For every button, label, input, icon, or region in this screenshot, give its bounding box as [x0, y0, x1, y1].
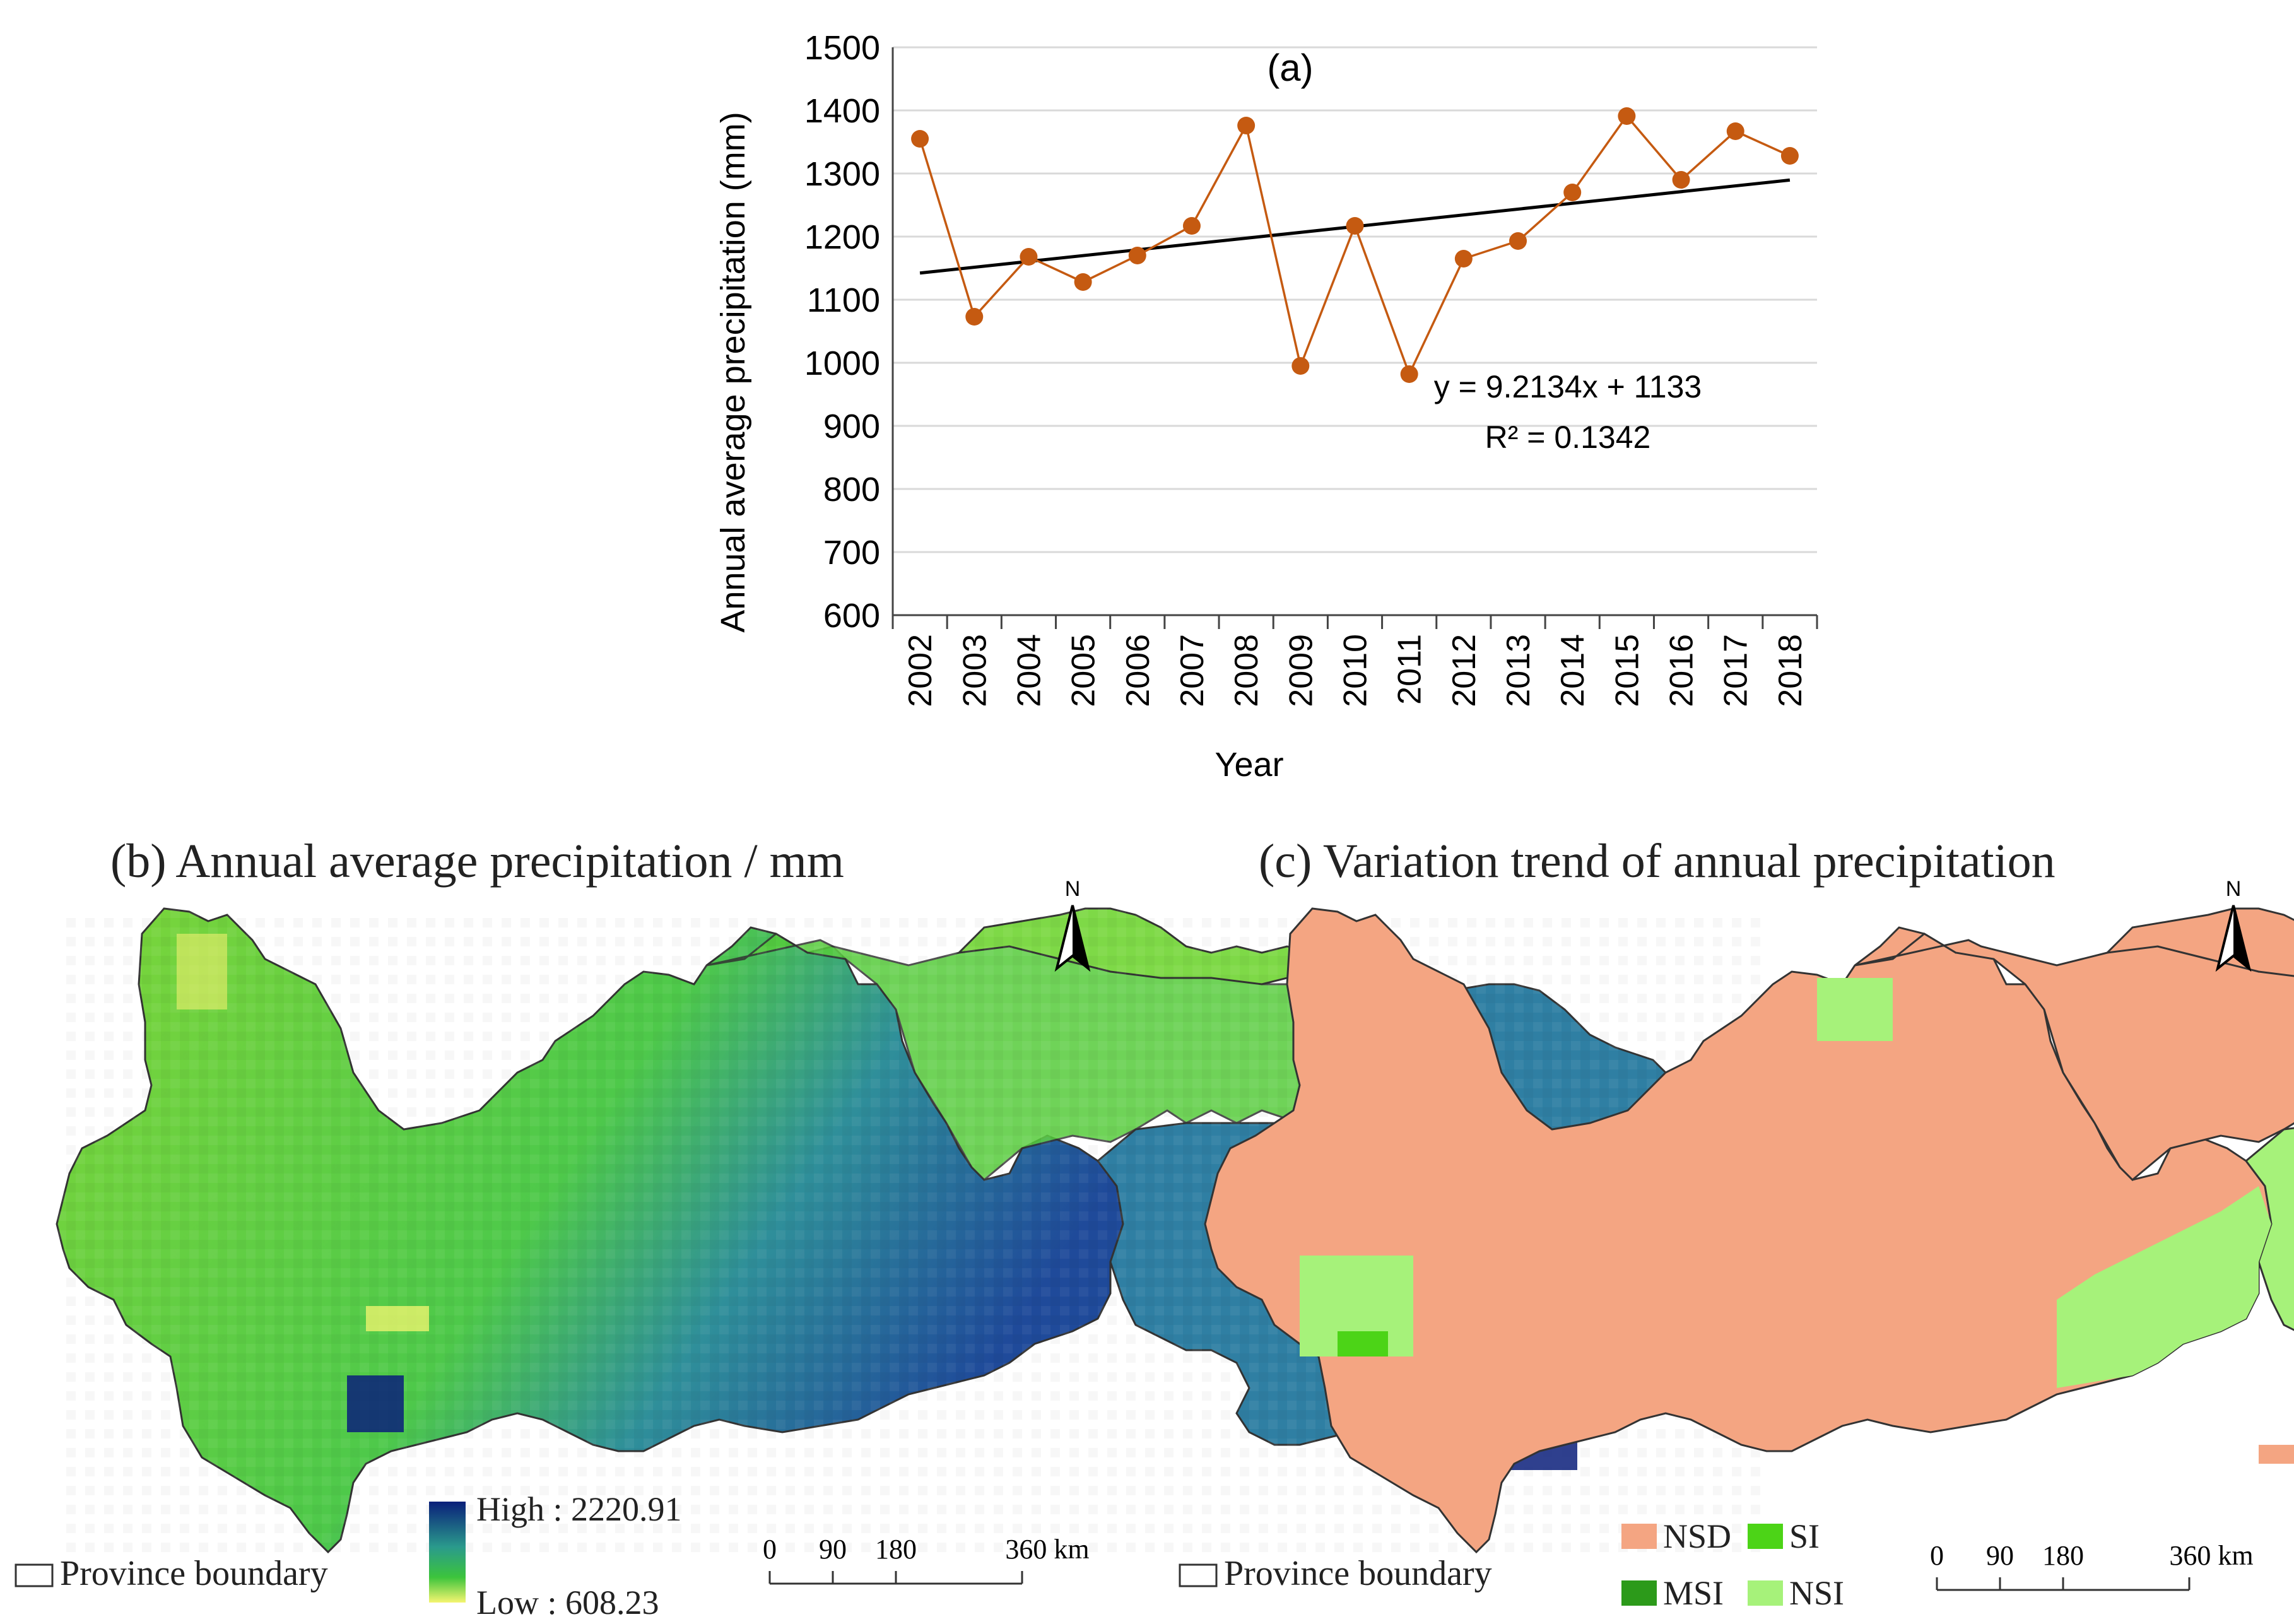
panel-c-trend-map: (c) Variation trend of annual precipitat… [1179, 835, 2294, 1612]
legend-swatch-nsd [1621, 1524, 1657, 1549]
x-tick-label: 2007 [1174, 634, 1211, 707]
trend-r-squared: R² = 0.1342 [1485, 420, 1651, 455]
data-point [1074, 273, 1092, 291]
scale-label: 90 [819, 1534, 847, 1565]
trend-equation: y = 9.2134x + 1133 [1434, 369, 1702, 404]
boundary-legend-label: Province boundary [1224, 1554, 1492, 1593]
x-tick-label: 2008 [1228, 634, 1265, 707]
x-tick-label: 2004 [1011, 634, 1047, 707]
boundary-legend-label: Province boundary [60, 1554, 328, 1593]
x-tick-label: 2006 [1120, 634, 1156, 707]
data-point [1237, 117, 1256, 134]
x-tick-label: 2016 [1664, 634, 1700, 707]
x-tick-label: 2018 [1772, 634, 1809, 707]
data-point [965, 308, 984, 326]
panel-b-title: (b) Annual average precipitation / mm [110, 835, 844, 888]
y-tick-label: 600 [823, 597, 880, 635]
scale-label: 0 [763, 1534, 777, 1565]
x-tick-label: 2017 [1718, 634, 1755, 707]
x-axis-label: Year [1215, 746, 1283, 784]
low-precip-spot [177, 934, 227, 1009]
panel-c-title: (c) Variation trend of annual precipitat… [1259, 835, 2056, 888]
north-label: N [2226, 877, 2242, 901]
y-tick-label: 1000 [804, 344, 880, 382]
data-point [1618, 107, 1636, 125]
scale-label: 360 km [2169, 1540, 2253, 1571]
x-tick-label: 2013 [1500, 634, 1537, 707]
y-tick-label: 800 [823, 471, 880, 509]
scale-bar: 0 90 180 360 km [763, 1534, 1090, 1585]
region-east-nsi-extension [2057, 1186, 2271, 1388]
trend-map [1204, 907, 2294, 1554]
legend-label-si: SI [1789, 1517, 1820, 1555]
nsd-patch-east [2259, 1445, 2294, 1464]
legend-high-label: High : 2220.91 [476, 1490, 682, 1528]
trend-legend: NSD SI MSI NSI [1621, 1517, 1844, 1612]
legend-low-label: Low : 608.23 [476, 1584, 659, 1621]
data-point [1346, 217, 1364, 235]
data-point [1182, 217, 1201, 235]
x-tick-label: 2002 [902, 634, 939, 707]
x-tick-label: 2012 [1446, 634, 1483, 707]
x-tick-label: 2011 [1392, 634, 1428, 705]
north-arrow: N [2215, 877, 2252, 972]
data-point [1400, 365, 1418, 383]
scale-label: 90 [1986, 1540, 2014, 1571]
scale-label: 180 [2042, 1540, 2084, 1571]
y-tick-label: 1100 [807, 281, 880, 319]
x-tick-label: 2014 [1555, 634, 1591, 707]
data-point [1291, 357, 1310, 375]
scale-label: 180 [875, 1534, 917, 1565]
chart-title: (a) [1267, 47, 1313, 89]
nsi-patch-north [1817, 978, 1893, 1041]
panel-a-line-chart: 600 700 800 900 1000 1100 1200 1300 1400 1500 200… [714, 29, 1818, 784]
data-point [911, 130, 929, 148]
y-axis-label: Annual average precipitation (mm) [714, 112, 752, 632]
y-tick-label: 1200 [804, 218, 880, 256]
data-point [1509, 232, 1527, 250]
y-tick-label: 900 [823, 408, 880, 445]
data-point [1020, 248, 1038, 266]
boundary-legend-swatch [15, 1563, 54, 1587]
precipitation-color-ramp [429, 1502, 466, 1603]
y-tick-label: 1500 [804, 29, 880, 67]
x-tick-label: 2003 [956, 634, 993, 707]
data-point [1563, 184, 1582, 201]
scale-label: 0 [1930, 1540, 1944, 1571]
north-label: N [1065, 877, 1081, 901]
legend-swatch-msi [1621, 1580, 1657, 1606]
x-tick-label: 2005 [1066, 634, 1102, 707]
data-point [1128, 247, 1146, 264]
x-tick-label: 2009 [1283, 634, 1319, 707]
legend-swatch-si [1748, 1524, 1783, 1549]
y-tick-labels: 600 700 800 900 1000 1100 1200 1300 1400 1500 [804, 29, 880, 635]
data-point [1726, 122, 1744, 140]
region-east-nsi [2244, 1127, 2294, 1331]
x-tick-labels: 2002 2003 2004 2005 2006 2007 2008 2009 2010 2011… [891, 615, 1818, 707]
north-arrow: N [1054, 877, 1091, 972]
x-tick-label: 2010 [1338, 634, 1374, 707]
legend-label-msi: MSI [1663, 1574, 1724, 1612]
scale-label: 360 km [1005, 1534, 1089, 1565]
data-point [1780, 147, 1799, 165]
high-precip-spot [347, 1375, 404, 1432]
legend-swatch-nsi [1748, 1580, 1783, 1606]
scale-bar: 0 90 180 360 km [1930, 1540, 2254, 1591]
gridlines [893, 46, 1817, 616]
y-tick-label: 1400 [804, 92, 880, 130]
si-patch-west [1338, 1331, 1388, 1356]
series-line [919, 114, 1791, 377]
data-point [1454, 250, 1473, 268]
low-precip-spot [366, 1306, 429, 1331]
series-points [911, 107, 1799, 383]
x-tick-label: 2015 [1609, 634, 1645, 707]
boundary-legend-swatch [1179, 1563, 1218, 1587]
y-tick-label: 1300 [804, 155, 880, 193]
data-point [1672, 171, 1690, 189]
y-tick-label: 700 [823, 534, 880, 572]
legend-label-nsd: NSD [1663, 1517, 1731, 1555]
legend-label-nsi: NSI [1789, 1574, 1844, 1612]
